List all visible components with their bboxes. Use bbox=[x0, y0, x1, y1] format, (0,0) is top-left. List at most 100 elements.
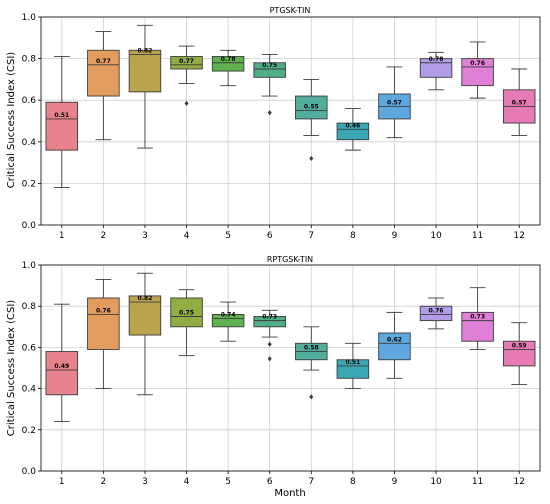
y-tick-label: 1.0 bbox=[22, 13, 37, 23]
iqr-box bbox=[461, 58, 494, 87]
iqr-box bbox=[170, 56, 203, 70]
y-axis-label-bottom: Critical Success Index (CSI) bbox=[6, 300, 17, 436]
box-month-11: 0.73 bbox=[461, 287, 494, 350]
box-month-1: 0.49 bbox=[45, 303, 79, 423]
iqr-box bbox=[253, 62, 286, 78]
x-tick-label: 6 bbox=[267, 231, 273, 241]
box-month-1: 0.51 bbox=[45, 56, 79, 189]
median-label: 0.46 bbox=[345, 122, 360, 129]
x-tick-label: 10 bbox=[430, 477, 442, 487]
x-tick-label: 11 bbox=[472, 231, 483, 241]
iqr-box bbox=[211, 56, 245, 72]
box-month-10: 0.76 bbox=[419, 297, 453, 330]
iqr-box bbox=[378, 332, 411, 361]
box-month-4: 0.75 bbox=[170, 289, 203, 357]
outlier-point bbox=[267, 341, 272, 347]
box-month-2: 0.77 bbox=[87, 31, 120, 141]
x-tick-label: 5 bbox=[225, 231, 231, 241]
x-tick-label: 5 bbox=[225, 477, 231, 487]
iqr-box bbox=[295, 95, 328, 120]
median-label: 0.55 bbox=[304, 104, 319, 111]
iqr-box bbox=[419, 305, 453, 322]
median-label: 0.62 bbox=[387, 336, 402, 343]
iqr-box bbox=[87, 49, 120, 97]
outlier-point bbox=[267, 356, 272, 362]
box-month-5: 0.74 bbox=[211, 301, 245, 342]
x-tick-label: 9 bbox=[392, 231, 398, 241]
panel-rptgsk-tin: RPTGSK-TIN 0.490.760.820.75 0.74 0.730.580… bbox=[22, 255, 541, 487]
median-label: 0.75 bbox=[262, 62, 277, 69]
panel-ptgsk-tin: PTGSK-TIN 0.510.770.820.77 0.780.750.550.… bbox=[22, 6, 541, 241]
median-label: 0.49 bbox=[54, 363, 69, 370]
x-tick-label: 10 bbox=[430, 231, 442, 241]
y-axis-label-top: Critical Success Index (CSI) bbox=[6, 52, 17, 188]
median-label: 0.58 bbox=[304, 345, 319, 352]
box-month-6: 0.75 bbox=[253, 53, 286, 116]
median-label: 0.59 bbox=[512, 342, 527, 349]
x-tick-label: 7 bbox=[308, 231, 314, 241]
plot-frame bbox=[40, 264, 541, 472]
x-tick-label: 2 bbox=[101, 231, 107, 241]
x-tick-label: 4 bbox=[184, 231, 190, 241]
y-tick-label: 1.0 bbox=[22, 261, 37, 271]
box-month-6: 0.73 bbox=[253, 309, 286, 362]
box-month-11: 0.76 bbox=[461, 41, 494, 99]
x-tick-label: 11 bbox=[472, 477, 483, 487]
y-tick-label: 0.6 bbox=[22, 343, 37, 353]
plot-frame bbox=[40, 16, 541, 226]
median-label: 0.73 bbox=[470, 314, 485, 321]
x-tick-label: 8 bbox=[350, 477, 356, 487]
median-label: 0.51 bbox=[54, 112, 69, 119]
iqr-box bbox=[502, 340, 536, 367]
iqr-box bbox=[461, 311, 494, 342]
median-label: 0.78 bbox=[221, 56, 236, 63]
outlier-point bbox=[267, 110, 272, 116]
box-month-8: 0.46 bbox=[336, 108, 370, 151]
median-label: 0.76 bbox=[470, 60, 485, 67]
median-label: 0.77 bbox=[179, 58, 194, 65]
iqr-box bbox=[170, 297, 203, 328]
box-month-9: 0.57 bbox=[378, 66, 411, 139]
median-label: 0.76 bbox=[429, 307, 444, 314]
x-tick-label: 1 bbox=[59, 477, 65, 487]
x-tick-label: 8 bbox=[350, 231, 356, 241]
box-month-3: 0.82 bbox=[128, 272, 162, 396]
iqr-box bbox=[87, 297, 120, 350]
x-tick-label: 3 bbox=[142, 231, 148, 241]
box-month-8: 0.51 bbox=[336, 342, 370, 390]
median-label: 0.82 bbox=[138, 295, 153, 302]
box-month-12: 0.57 bbox=[502, 68, 536, 137]
x-tick-label: 9 bbox=[392, 477, 398, 487]
median-label: 0.77 bbox=[96, 58, 111, 65]
x-tick-label: 1 bbox=[59, 231, 65, 241]
box-month-3: 0.82 bbox=[128, 24, 162, 149]
y-tick-label: 0.0 bbox=[22, 221, 37, 231]
median-label: 0.75 bbox=[179, 310, 194, 317]
box-month-2: 0.76 bbox=[87, 278, 120, 390]
x-axis-label: Month bbox=[274, 488, 305, 499]
x-tick-label: 2 bbox=[101, 477, 107, 487]
x-tick-label: 7 bbox=[308, 477, 314, 487]
outlier-point bbox=[309, 394, 314, 400]
median-label: 0.82 bbox=[138, 47, 153, 54]
iqr-box bbox=[45, 101, 79, 151]
y-tick-label: 0.4 bbox=[22, 138, 37, 148]
y-tick-label: 0.8 bbox=[22, 302, 37, 312]
iqr-box bbox=[336, 359, 370, 379]
iqr-box bbox=[336, 122, 370, 141]
box-month-7: 0.58 bbox=[295, 326, 328, 400]
x-tick-label: 12 bbox=[513, 477, 524, 487]
box-month-12: 0.59 bbox=[502, 322, 536, 385]
box-month-7: 0.55 bbox=[295, 78, 328, 162]
median-label: 0.57 bbox=[387, 99, 402, 106]
median-label: 0.73 bbox=[262, 314, 277, 321]
x-tick-label: 12 bbox=[513, 231, 524, 241]
box-month-9: 0.62 bbox=[378, 311, 411, 379]
y-tick-label: 0.2 bbox=[22, 179, 36, 189]
box-month-5: 0.78 bbox=[211, 49, 245, 87]
y-tick-label: 0.0 bbox=[22, 467, 37, 477]
median-label: 0.76 bbox=[96, 307, 111, 314]
y-tick-label: 0.8 bbox=[22, 55, 37, 65]
median-label: 0.51 bbox=[345, 359, 360, 366]
